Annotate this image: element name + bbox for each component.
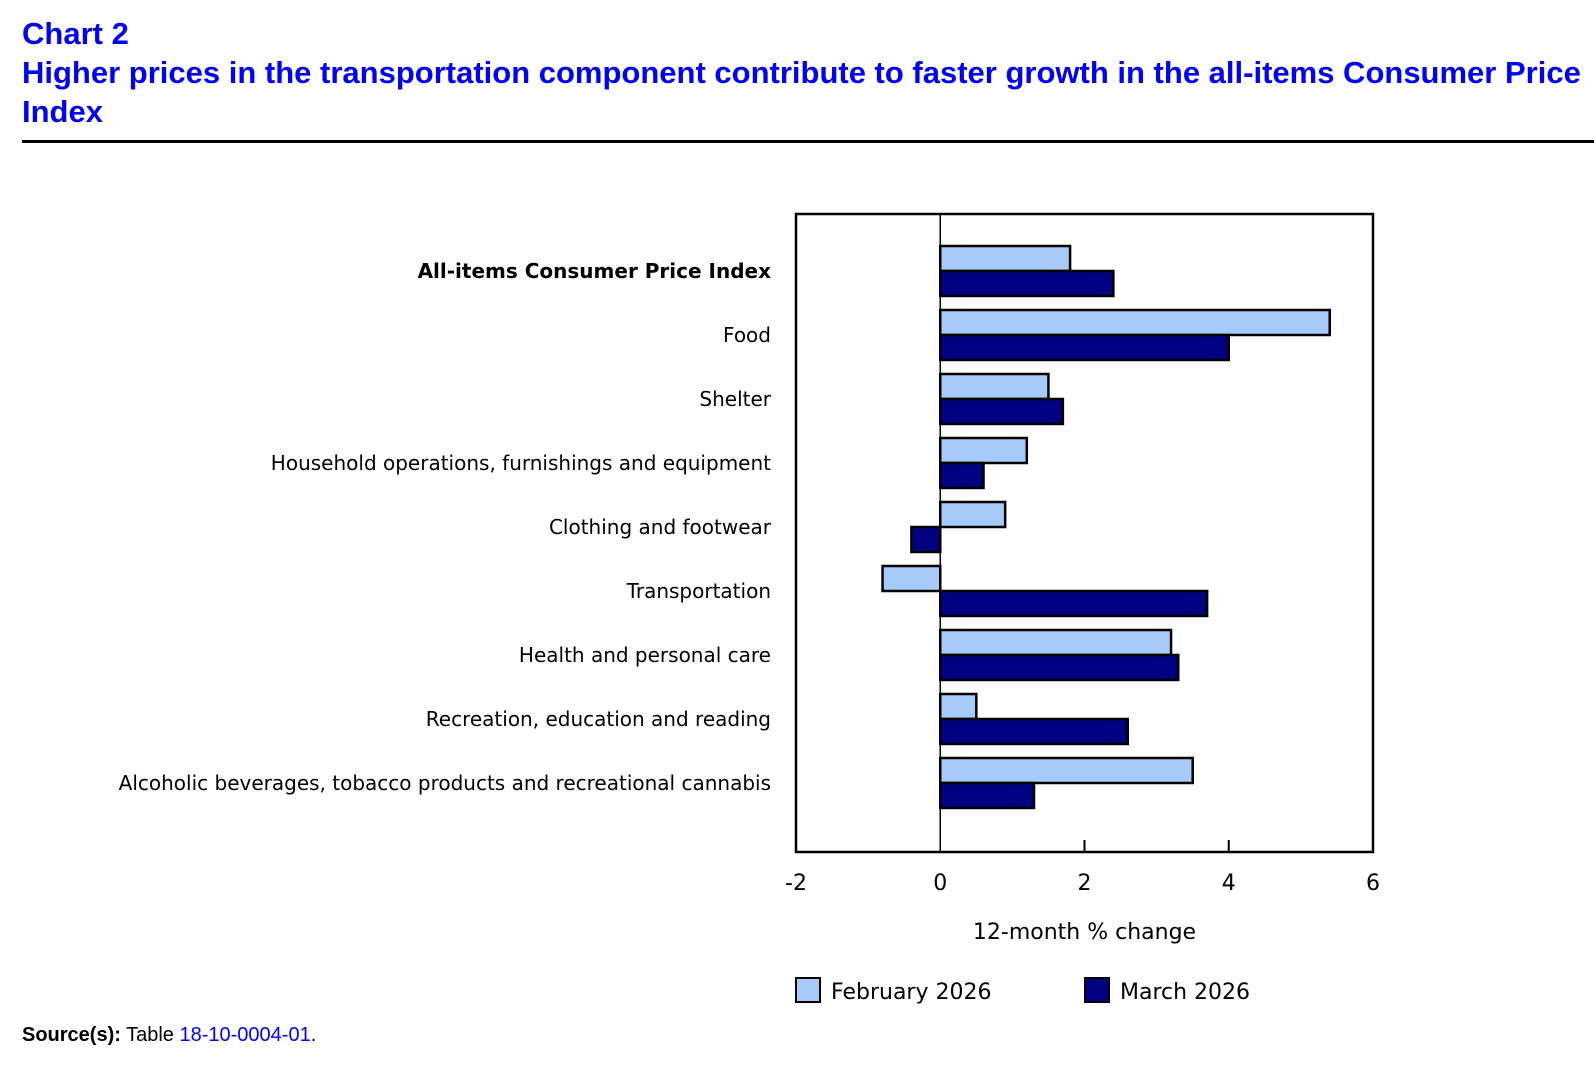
bar-march <box>939 717 1130 746</box>
category-label: Alcoholic beverages, tobacco products an… <box>119 771 771 795</box>
category-label: Recreation, education and reading <box>426 707 771 731</box>
bar-february <box>939 628 1173 657</box>
bar-march <box>939 333 1230 362</box>
bar-february <box>939 436 1029 465</box>
category-label: Shelter <box>699 387 771 411</box>
category-labels: All-items Consumer Price Index Food Shelte… <box>119 259 772 795</box>
bar-march <box>910 525 942 554</box>
x-axis-title: 12-month % change <box>973 920 1196 945</box>
bar-february <box>939 692 978 721</box>
category-label: Food <box>723 323 771 347</box>
category-label: Clothing and footwear <box>549 515 772 539</box>
legend-swatch <box>1084 977 1110 1003</box>
bar-february <box>939 500 1007 529</box>
source-text: Table <box>126 1024 174 1046</box>
bar-march <box>939 461 985 490</box>
legend-item: March 2026 <box>1084 977 1250 1005</box>
legend-label: February 2026 <box>831 980 991 1005</box>
category-label: Transportation <box>626 579 771 603</box>
legend: February 2026 March 2026 <box>795 977 1250 1005</box>
x-tick-label: 6 <box>1366 871 1380 896</box>
chart-number: Chart 2 <box>22 16 129 51</box>
bar-march <box>939 589 1209 618</box>
bar-february <box>939 308 1331 337</box>
bar-february <box>939 756 1194 785</box>
source-table-link[interactable]: 18-10-0004-01 <box>179 1024 311 1046</box>
bar-march <box>939 397 1065 426</box>
legend-item: February 2026 <box>795 977 991 1005</box>
x-tick-label: 0 <box>933 871 947 896</box>
category-label: Household operations, furnishings and eq… <box>271 451 771 475</box>
bar-march <box>939 653 1180 682</box>
bar-february <box>881 564 942 593</box>
chart-header: Chart 2 Higher prices in the transportat… <box>22 14 1594 131</box>
source-label: Source(s): <box>22 1024 121 1046</box>
x-tick-label: 2 <box>1078 871 1092 896</box>
bars <box>881 244 1331 810</box>
x-tick-label: -2 <box>785 871 807 896</box>
source-note: Source(s): Table 18-10-0004-01. <box>22 1024 316 1047</box>
title-divider <box>22 140 1594 143</box>
bar-march <box>939 781 1036 810</box>
category-label: All-items Consumer Price Index <box>418 259 772 283</box>
chart-title: Higher prices in the transportation comp… <box>22 55 1581 129</box>
category-label: Health and personal care <box>519 643 771 667</box>
bar-february <box>939 244 1072 273</box>
bar-march <box>939 269 1115 298</box>
source-suffix: . <box>310 1024 317 1046</box>
x-axis-ticks: -2 0 2 4 6 <box>785 840 1380 896</box>
legend-swatch <box>795 977 821 1003</box>
legend-label: March 2026 <box>1120 980 1250 1005</box>
bar-february <box>939 372 1050 401</box>
x-tick-label: 4 <box>1222 871 1236 896</box>
